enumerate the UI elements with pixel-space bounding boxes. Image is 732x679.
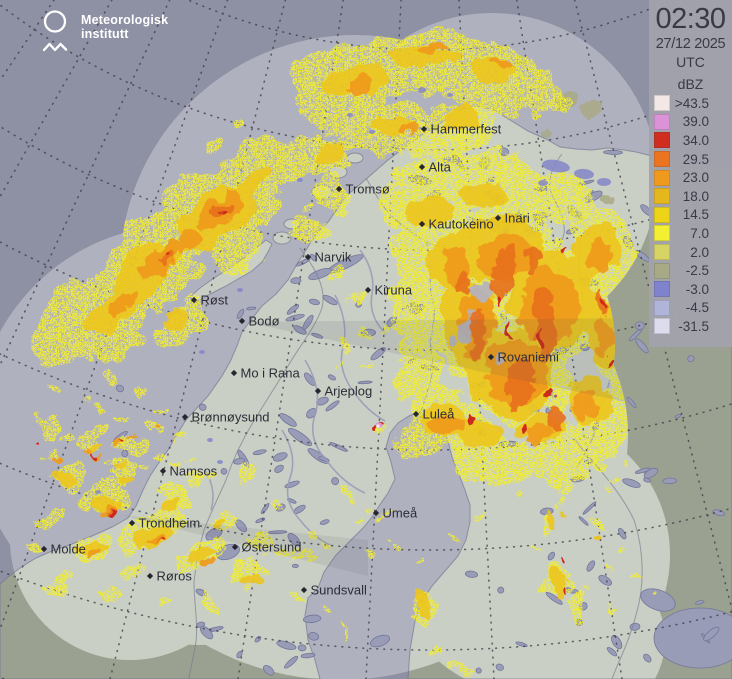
city-label-rovaniemi: Rovaniemi: [487, 350, 560, 365]
legend-value: 2.0: [690, 244, 709, 260]
legend-swatch: [654, 151, 670, 168]
legend-row: 18.0: [649, 187, 732, 206]
legend-swatch: [654, 225, 670, 242]
svg-text:Hammerfest: Hammerfest: [431, 122, 502, 137]
legend-unit: dBZ: [677, 76, 704, 92]
legend-swatch: [654, 262, 670, 279]
city-label-arjeplog: Arjeplog: [314, 384, 373, 399]
legend-value: >43.5: [674, 95, 709, 111]
legend-swatch: [654, 206, 670, 223]
legend-row: 23.0: [649, 168, 732, 187]
svg-text:Brønnøysund: Brønnøysund: [192, 410, 270, 425]
svg-text:Narvik: Narvik: [315, 250, 352, 265]
legend-swatch: [654, 169, 670, 186]
legend-swatch: [654, 318, 670, 335]
svg-text:Molde: Molde: [51, 542, 86, 557]
legend-value: 18.0: [682, 188, 709, 204]
svg-text:Alta: Alta: [429, 160, 452, 175]
legend-swatch: [654, 299, 670, 316]
city-label-trondheim: Trondheim: [128, 516, 201, 531]
legend-row: >43.5: [649, 94, 732, 113]
met-institute-logo: Meteorologisk institutt: [42, 9, 168, 55]
legend-value: -3.0: [685, 281, 709, 297]
city-label-lule-: Luleå: [412, 407, 456, 422]
met-logo-icon: [42, 10, 68, 52]
svg-text:Tromsø: Tromsø: [346, 182, 390, 197]
city-label--stersund: Østersund: [231, 540, 302, 555]
clock-date: 27/12 2025: [655, 36, 726, 52]
svg-text:Namsos: Namsos: [170, 464, 218, 479]
svg-text:Inari: Inari: [505, 211, 530, 226]
legend-row: 2.0: [649, 243, 732, 262]
radar-precipitation-layer: [27, 28, 655, 672]
svg-text:Østersund: Østersund: [242, 540, 302, 555]
legend-value: -31.5: [678, 318, 709, 334]
svg-text:Arjeplog: Arjeplog: [325, 384, 373, 399]
svg-text:Rovaniemi: Rovaniemi: [498, 350, 560, 365]
legend-row: 34.0: [649, 131, 732, 150]
legend-value: -4.5: [685, 300, 709, 316]
legend-row: -3.0: [649, 280, 732, 299]
legend-value: 14.5: [682, 207, 709, 223]
svg-text:Kiruna: Kiruna: [375, 283, 413, 298]
legend-value: 7.0: [690, 225, 709, 241]
svg-text:Sundsvall: Sundsvall: [311, 583, 367, 598]
city-label-namsos: Namsos: [159, 464, 218, 479]
clock-time: 02:30: [655, 3, 726, 35]
legend-swatch: [654, 188, 670, 205]
legend-row: 29.5: [649, 150, 732, 169]
city-label-ume-: Umeå: [372, 506, 418, 521]
svg-text:Bodø: Bodø: [249, 314, 280, 329]
legend-row: -4.5: [649, 299, 732, 318]
city-label-kautokeino: Kautokeino: [418, 217, 494, 232]
clock-timezone: UTC: [676, 54, 705, 70]
legend-swatch: [654, 113, 670, 130]
legend-value: 29.5: [682, 151, 709, 167]
legend-value: 23.0: [682, 170, 709, 186]
legend-swatch: [654, 95, 670, 112]
legend-row: 39.0: [649, 113, 732, 132]
legend-row: 14.5: [649, 206, 732, 225]
legend-scale: >43.5 39.0 34.0 29.5 23.0 18.0 14.5 7.0 2.0 -2.5 -…: [649, 94, 732, 336]
svg-text:Røros: Røros: [157, 569, 193, 584]
legend-swatch: [654, 244, 670, 261]
legend-row: -31.5: [649, 317, 732, 336]
legend-row: 7.0: [649, 224, 732, 243]
city-label-sundsvall: Sundsvall: [300, 583, 367, 598]
legend-value: 34.0: [682, 132, 709, 148]
svg-text:Trondheim: Trondheim: [139, 516, 201, 531]
city-label-mo-i-rana: Mo i Rana: [230, 366, 301, 381]
legend-panel: 02:30 27/12 2025 UTC dBZ >43.5 39.0 34.0 29…: [649, 0, 732, 347]
svg-text:Mo i Rana: Mo i Rana: [241, 366, 301, 381]
city-labels-layer: Hammerfest Alta Tromsø Kautokeino Inari Narvi…: [40, 122, 560, 598]
legend-swatch: [654, 132, 670, 149]
org-name-line1: Meteorologisk: [81, 13, 169, 27]
legend-value: -2.5: [685, 263, 709, 279]
legend-value: 39.0: [682, 114, 709, 130]
legend-row: -2.5: [649, 261, 732, 280]
radar-artifact-wedges: [120, 318, 640, 576]
svg-text:Umeå: Umeå: [383, 506, 418, 521]
legend-swatch: [654, 281, 670, 298]
city-label-kiruna: Kiruna: [364, 283, 413, 298]
met-institute-name: Meteorologisk institutt: [81, 13, 168, 41]
svg-text:Kautokeino: Kautokeino: [429, 217, 494, 232]
svg-text:Luleå: Luleå: [423, 407, 456, 422]
city-label-hammerfest: Hammerfest: [420, 122, 502, 137]
city-label-br-nn-ysund: Brønnøysund: [181, 410, 270, 425]
org-name-line2: institutt: [81, 27, 129, 41]
svg-text:Røst: Røst: [201, 293, 229, 308]
